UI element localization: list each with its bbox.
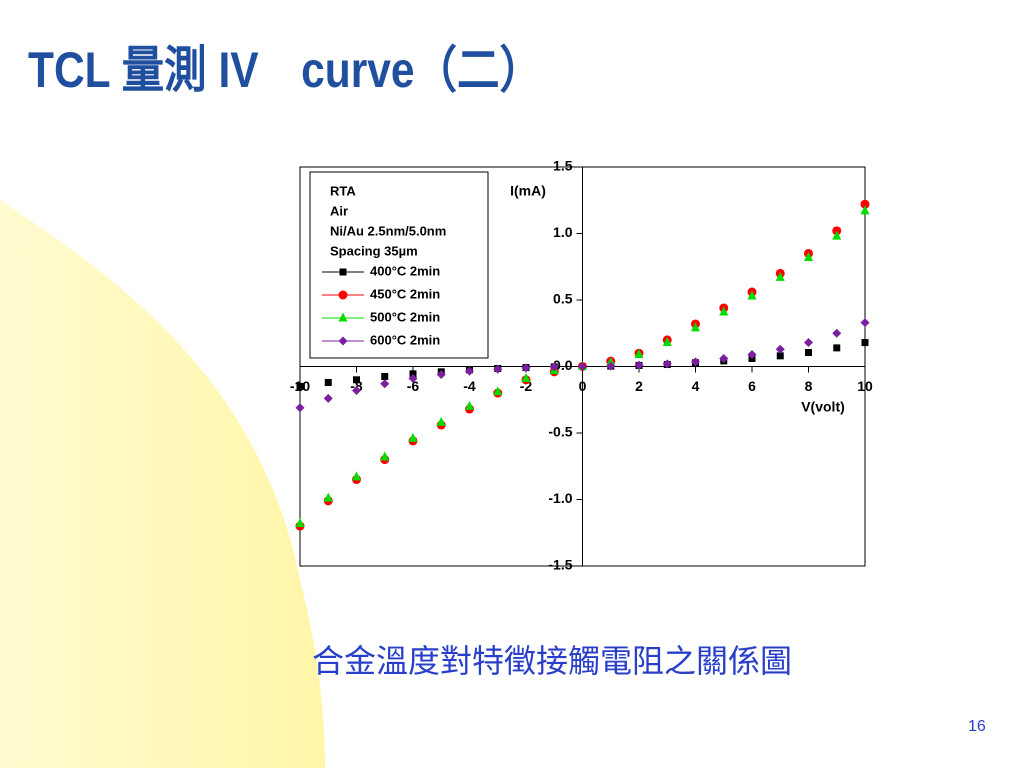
data-point (691, 322, 700, 332)
y-tick-label: 1.0 (553, 224, 573, 240)
data-point (860, 318, 870, 328)
legend-marker (338, 312, 348, 322)
data-point (804, 251, 813, 261)
data-point (436, 369, 446, 379)
data-point (521, 363, 531, 373)
data-point (408, 373, 418, 383)
legend-label: 400°C 2min (370, 263, 440, 278)
x-tick-label: 10 (857, 378, 873, 394)
data-point (691, 357, 700, 367)
x-tick-label: 0 (579, 378, 587, 394)
data-point (436, 416, 446, 426)
data-point (833, 344, 841, 352)
legend-annotation: Ni/Au 2.5nm/5.0nm (330, 223, 446, 238)
data-point (775, 271, 785, 281)
data-point (662, 359, 672, 369)
x-axis-label: V(volt) (801, 399, 845, 415)
data-point (578, 362, 587, 371)
legend-label: 500°C 2min (370, 309, 440, 324)
x-tick-label: 8 (805, 378, 813, 394)
y-tick-label: -1.5 (548, 557, 572, 573)
legend-marker (338, 290, 348, 300)
data-point (860, 205, 870, 215)
data-point (323, 492, 333, 502)
data-point (493, 364, 503, 374)
legend-annotation: RTA (330, 183, 356, 198)
data-point (634, 349, 644, 359)
slide-title: TCL 量測 IV curve（二） (28, 42, 543, 98)
data-point (380, 379, 390, 389)
data-point (296, 382, 304, 390)
legend-annotation: Spacing 35µm (330, 243, 418, 258)
caption: 合金溫度對特徵接觸電阻之關係圖 (312, 642, 793, 680)
data-point (465, 400, 474, 410)
legend-marker (339, 268, 347, 276)
y-axis-label: I(mA) (510, 183, 546, 199)
data-point (606, 361, 616, 371)
data-point (465, 366, 474, 376)
data-point (861, 339, 869, 347)
data-point (804, 338, 813, 348)
legend-frame (309, 171, 489, 359)
data-point (860, 199, 870, 209)
x-tick-label: -4 (463, 378, 476, 394)
page-number: 16 (968, 718, 986, 735)
data-point (549, 362, 559, 372)
data-point (323, 393, 333, 403)
data-point (662, 337, 672, 347)
data-point (352, 471, 361, 481)
y-tick-label: 0.5 (553, 291, 573, 307)
data-point (606, 357, 616, 367)
y-tick-label: 1.5 (553, 158, 573, 174)
x-tick-label: 6 (748, 378, 756, 394)
data-point (747, 290, 757, 300)
legend-marker (338, 336, 348, 346)
y-tick-label: -0.5 (548, 424, 572, 440)
data-point (408, 432, 418, 442)
data-point (295, 517, 305, 527)
legend-annotation: Air (330, 203, 348, 218)
data-point (381, 372, 389, 380)
data-point (493, 386, 503, 396)
data-point (776, 352, 784, 360)
data-point (295, 403, 305, 413)
y-tick-label: -1.0 (548, 490, 572, 506)
data-point (353, 376, 360, 384)
legend-label: 600°C 2min (370, 332, 440, 347)
data-point (521, 372, 531, 382)
data-point (747, 350, 757, 360)
data-point (832, 230, 842, 240)
data-point (719, 306, 729, 316)
data-point (805, 349, 812, 357)
data-point (352, 385, 361, 395)
data-point (719, 354, 729, 364)
data-point (380, 451, 390, 461)
x-tick-label: 4 (692, 378, 700, 394)
data-point (324, 378, 332, 386)
legend: RTA Air Ni/Au 2.5nm/5.0nm Spacing 35µm 400°C… (309, 171, 489, 359)
data-point (634, 360, 644, 370)
data-point (775, 344, 785, 354)
data-point (409, 370, 417, 378)
x-tick-label: 2 (635, 378, 643, 394)
x-tick-label: -6 (407, 378, 420, 394)
y-tick-label: 0.0 (553, 357, 573, 373)
legend-label: 450°C 2min (370, 286, 440, 301)
data-point (832, 328, 842, 338)
